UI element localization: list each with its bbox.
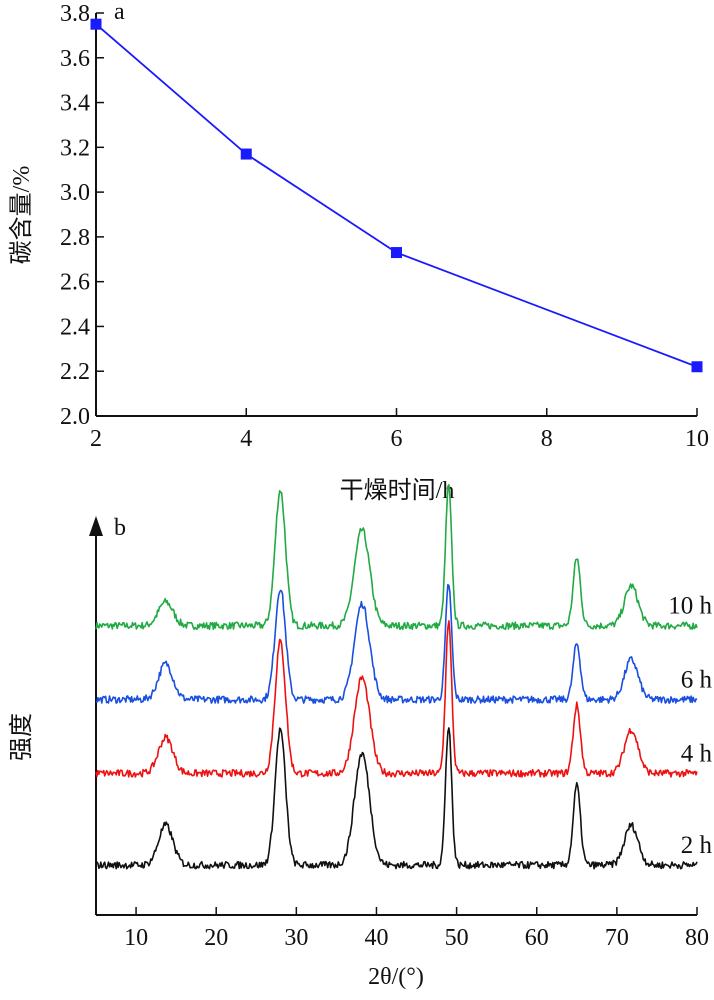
chart-b-x-ticks: 10 20 30 40 50 60 70 80 <box>124 907 709 951</box>
chart-a-x-tick-label: 8 <box>541 426 553 452</box>
chart-b-series-line <box>95 620 698 778</box>
chart-b-x-tick-label: 10 <box>124 925 148 951</box>
chart-b-x-tick-label: 70 <box>605 925 629 951</box>
chart-a-y-tick-label: 2.6 <box>60 270 90 296</box>
chart-a-y-tick-label: 3.6 <box>60 46 90 72</box>
chart-b-series-line <box>95 483 698 631</box>
chart-a-y-tick-label: 2.4 <box>60 314 90 340</box>
chart-a-series-line <box>95 23 698 368</box>
xrd-pattern-chart: b 10 20 30 40 50 60 70 80 10 h6 h4 h2 h 2θ/(°) … <box>8 483 713 990</box>
panel-label-b: b <box>114 515 126 541</box>
chart-b-series-line <box>95 727 698 870</box>
chart-b-x-tick-label: 50 <box>445 925 469 951</box>
chart-b-x-tick-label: 20 <box>204 925 228 951</box>
chart-b-axes <box>89 516 697 916</box>
chart-b-series-label: 4 h <box>681 740 713 767</box>
chart-a-y-tick-label: 3.8 <box>60 1 90 27</box>
chart-a-x-axis-title: 干燥时间/h <box>340 477 455 504</box>
chart-b-series-labels: 10 h 6 h 4 h 2 h <box>668 593 712 859</box>
chart-b-series-label: 10 h <box>668 593 712 620</box>
carbon-content-chart: a 2.02.22.42.62.83.03.23.43.63.8 2 4 6 8 10 … <box>8 0 709 504</box>
chart-a-y-ticks: 2.0 2.2 2.4 2.6 2.8 3.0 3.2 3.4 3.6 3.8 <box>60 1 104 430</box>
chart-a-x-ticks: 2 4 6 8 10 <box>90 408 709 452</box>
chart-b-series-line <box>95 583 698 704</box>
chart-a-y-tick-label: 3.0 <box>60 180 90 206</box>
chart-a-data-point <box>391 247 402 259</box>
panel-label-a: a <box>114 0 125 25</box>
chart-a-data-point <box>691 361 703 373</box>
chart-b-x-tick-label: 60 <box>525 925 549 951</box>
chart-a-y-tick-label: 2.0 <box>60 404 90 430</box>
chart-b-series-label: 2 h <box>681 832 713 859</box>
chart-b-series-label: 6 h <box>681 667 713 694</box>
chart-a-data-point <box>90 18 102 30</box>
chart-a-x-tick-label: 10 <box>685 426 709 452</box>
chart-b-y-axis-title: 强度 <box>8 713 35 761</box>
chart-b-x-tick-label: 30 <box>284 925 308 951</box>
chart-a-y-tick-label: 2.8 <box>60 225 90 251</box>
chart-a-series <box>90 18 703 373</box>
chart-a-x-tick-label: 2 <box>90 426 102 452</box>
chart-b-x-tick-label: 80 <box>685 925 709 951</box>
chart-a-data-point <box>240 148 252 160</box>
chart-a-y-tick-label: 2.2 <box>60 359 90 385</box>
chart-b-x-tick-label: 40 <box>364 925 388 951</box>
chart-a-y-axis-title: 碳含量/% <box>8 166 35 265</box>
chart-a-y-tick-label: 3.2 <box>60 135 90 161</box>
chart-b-x-axis-title: 2θ/(°) <box>368 964 424 990</box>
chart-a-y-tick-label: 3.4 <box>60 91 90 117</box>
chart-a-x-tick-label: 6 <box>391 426 403 452</box>
chart-a-x-tick-label: 4 <box>240 426 252 452</box>
chart-b-y-axis-arrow <box>89 516 103 536</box>
chart-a-axes <box>95 13 697 417</box>
chart-b-series <box>95 483 698 870</box>
